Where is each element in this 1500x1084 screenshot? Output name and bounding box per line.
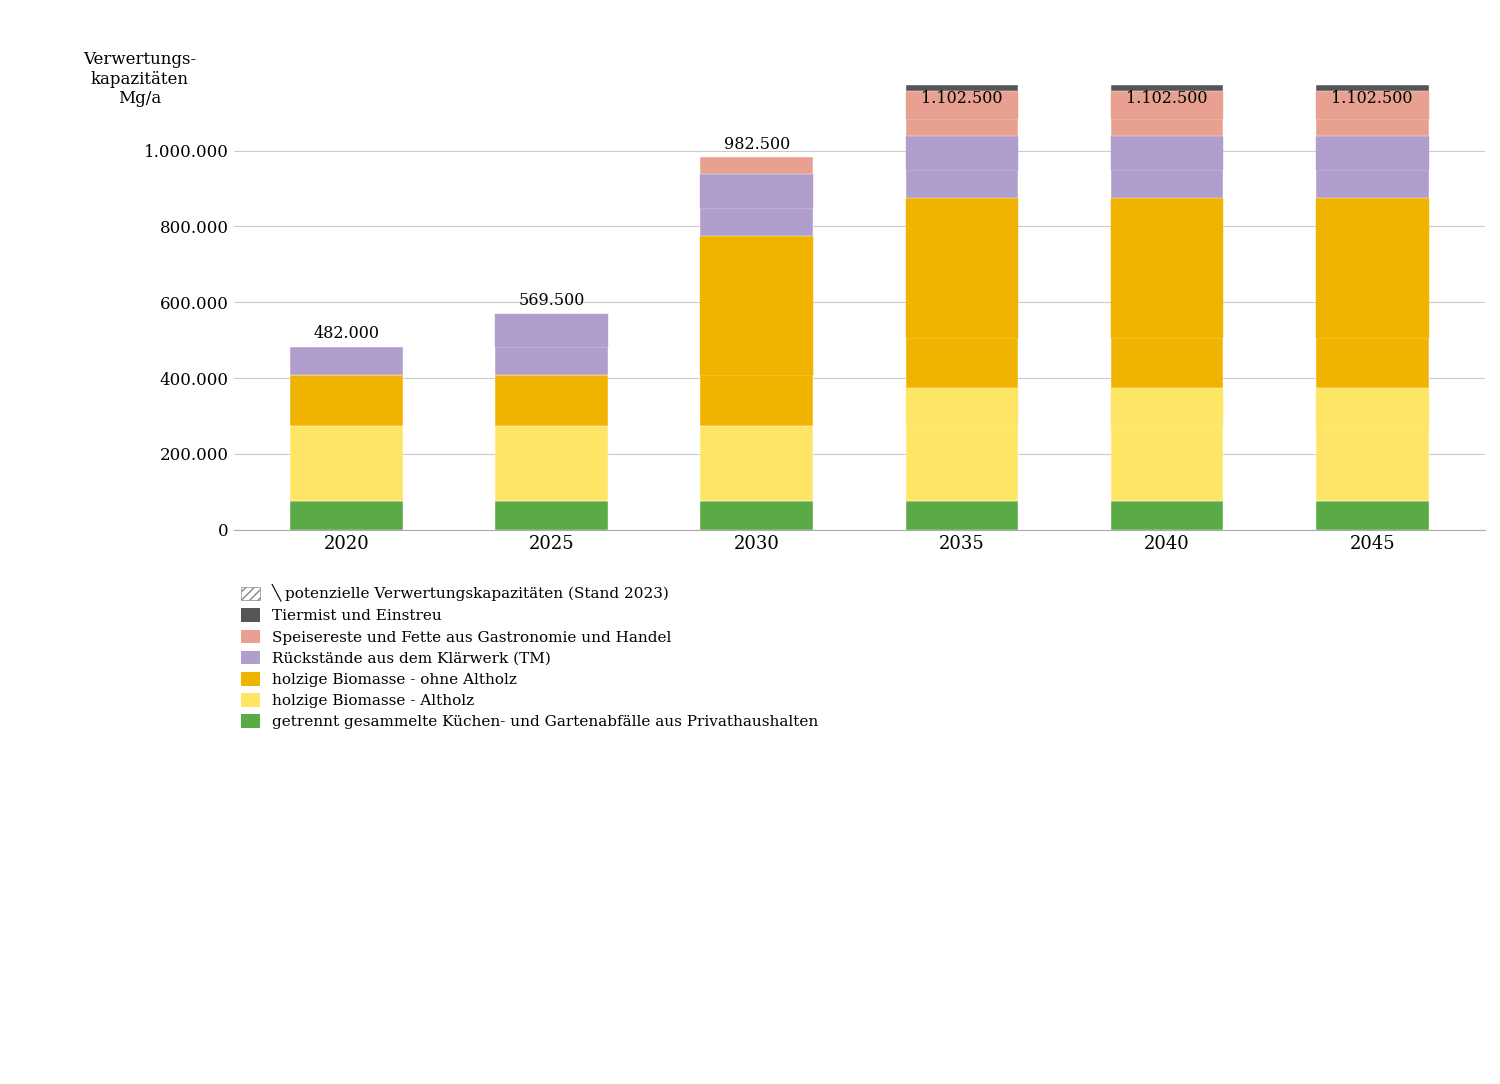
Bar xyxy=(1316,337,1428,388)
Bar xyxy=(700,426,813,501)
Bar xyxy=(1316,388,1428,426)
Bar xyxy=(1316,86,1428,91)
Text: 982.500: 982.500 xyxy=(723,136,790,153)
Bar xyxy=(1110,169,1224,198)
Bar xyxy=(906,119,1019,137)
Bar xyxy=(906,388,1019,426)
Bar xyxy=(290,426,404,501)
Bar xyxy=(1110,137,1224,169)
Text: 482.000: 482.000 xyxy=(314,325,380,343)
Bar xyxy=(495,501,608,530)
Text: 1.102.500: 1.102.500 xyxy=(1126,90,1208,107)
Bar xyxy=(290,375,404,426)
Bar xyxy=(1316,137,1428,169)
Bar xyxy=(290,501,404,530)
Bar xyxy=(1316,198,1428,337)
Bar xyxy=(906,91,1019,119)
Bar xyxy=(906,86,1019,91)
Text: 1.102.500: 1.102.500 xyxy=(1332,90,1413,107)
Bar xyxy=(1316,91,1428,119)
Bar xyxy=(1110,119,1224,137)
Bar xyxy=(700,236,813,375)
Bar xyxy=(1316,426,1428,501)
Bar xyxy=(495,347,608,375)
Bar xyxy=(906,137,1019,169)
Bar xyxy=(1110,426,1224,501)
Text: Verwertungs-
kapazitäten
Mg/a: Verwertungs- kapazitäten Mg/a xyxy=(84,51,196,107)
Bar xyxy=(906,501,1019,530)
Bar xyxy=(1110,501,1224,530)
Text: 1.102.500: 1.102.500 xyxy=(921,90,1002,107)
Bar xyxy=(1110,337,1224,388)
Bar xyxy=(906,426,1019,501)
Bar xyxy=(495,426,608,501)
Bar xyxy=(1316,501,1428,530)
Bar xyxy=(1316,119,1428,137)
Bar xyxy=(700,175,813,207)
Bar xyxy=(700,375,813,426)
Bar xyxy=(1110,91,1224,119)
Bar xyxy=(495,314,608,347)
Bar xyxy=(906,169,1019,198)
Bar xyxy=(700,501,813,530)
Bar xyxy=(1110,86,1224,91)
Bar xyxy=(495,375,608,426)
Bar xyxy=(1110,198,1224,337)
Bar xyxy=(1316,169,1428,198)
Bar xyxy=(700,207,813,236)
Bar xyxy=(906,337,1019,388)
Text: 569.500: 569.500 xyxy=(519,293,585,309)
Bar xyxy=(1110,388,1224,426)
Legend: ╲ potenzielle Verwertungskapazitäten (Stand 2023), Tiermist und Einstreu, Speise: ╲ potenzielle Verwertungskapazitäten (St… xyxy=(242,584,818,730)
Bar xyxy=(700,157,813,175)
Bar xyxy=(906,198,1019,337)
Bar xyxy=(290,347,404,375)
